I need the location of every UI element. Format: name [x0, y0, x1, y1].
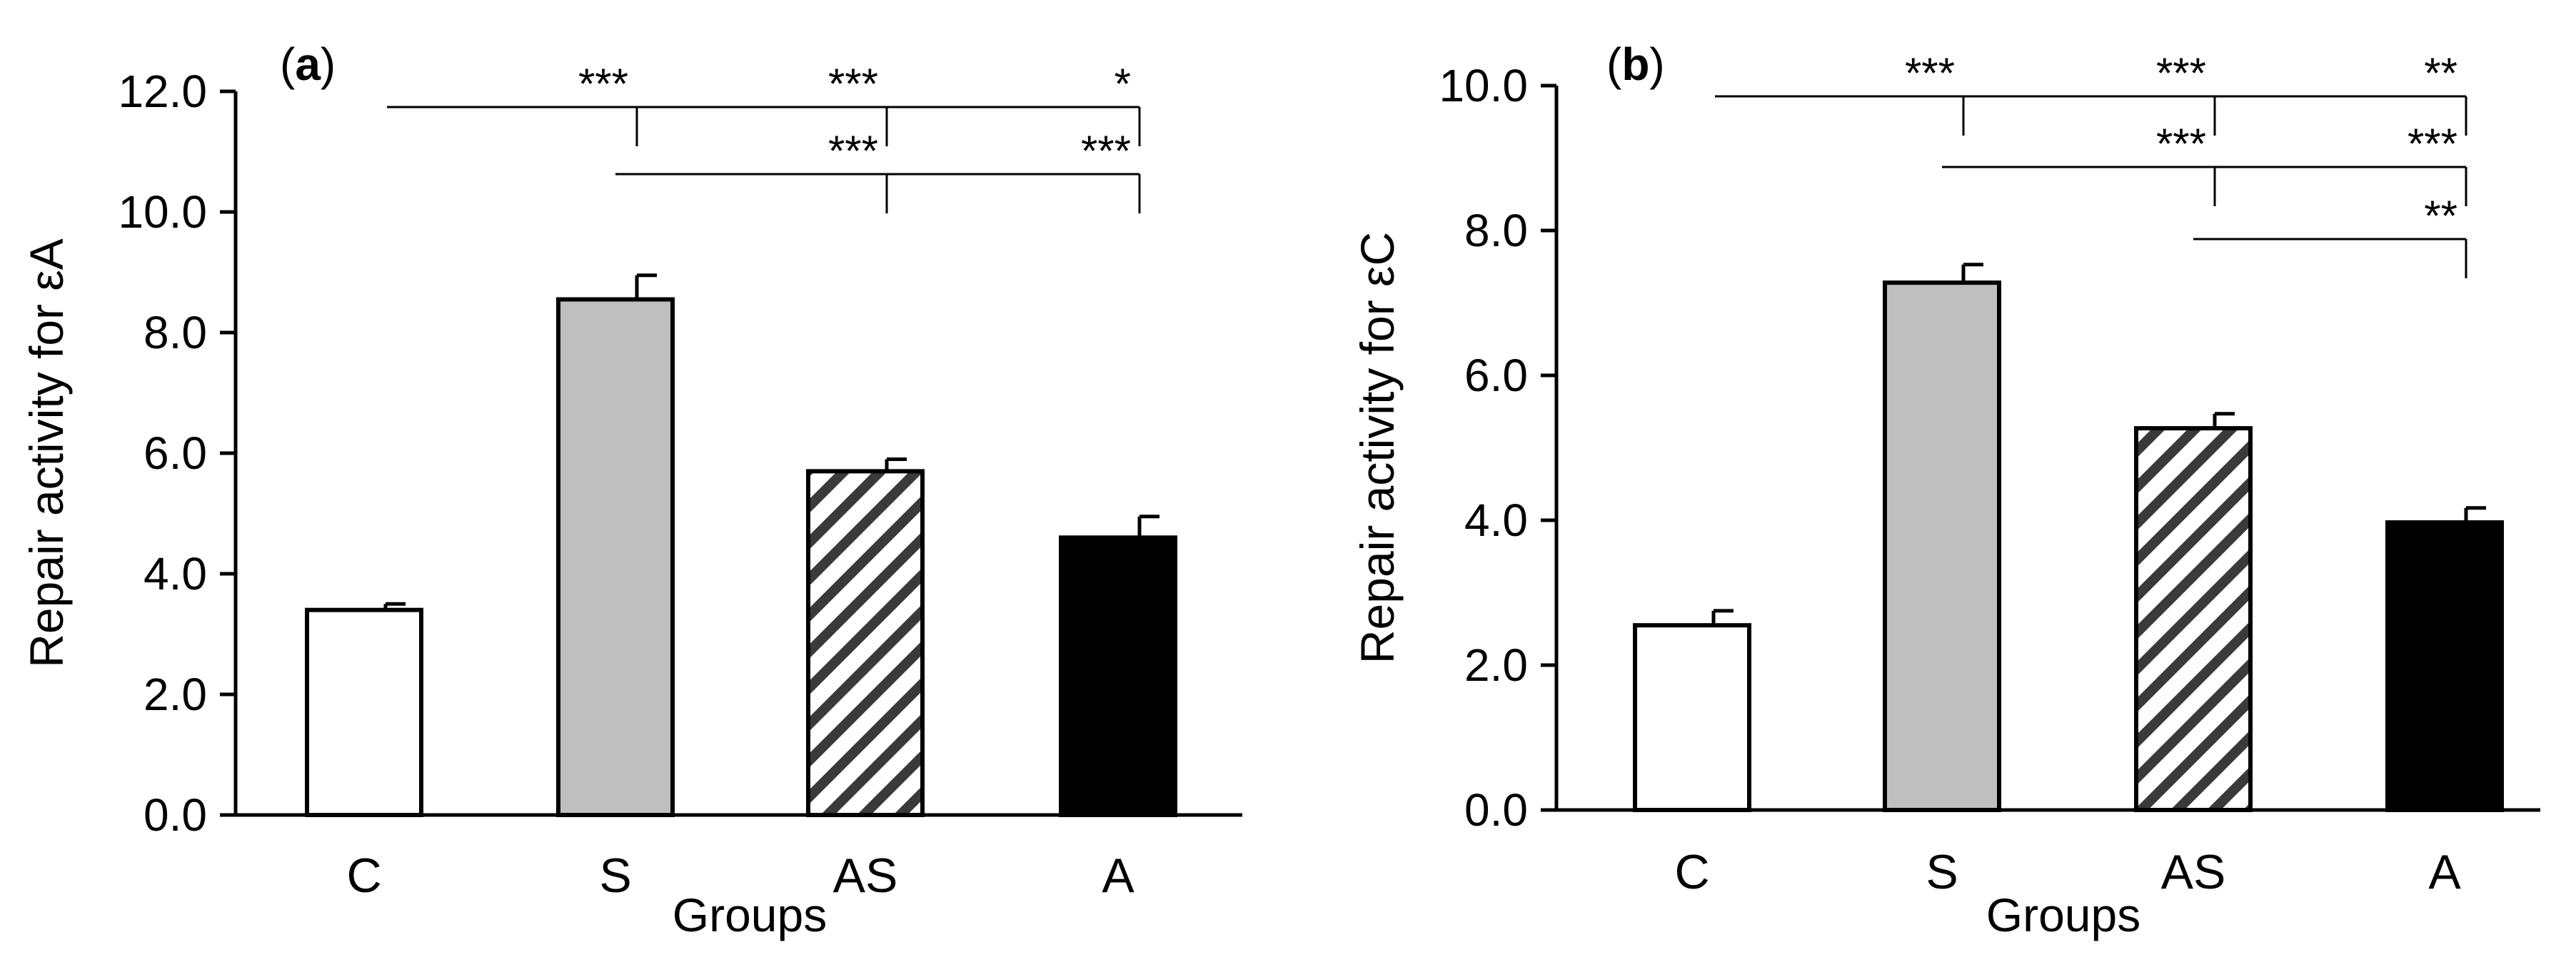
panel-a-bar-A	[1059, 535, 1177, 817]
panel-b-sig-label: **	[2424, 192, 2457, 240]
panel-a-category-label: C	[346, 849, 381, 903]
panel-b-category-label: AS	[2161, 845, 2226, 899]
panel-a-y-tick-label: 12.0	[118, 66, 207, 117]
panel-b-sig-label: ***	[2156, 120, 2206, 168]
panel-b-bar-AS	[2134, 426, 2253, 812]
panel-b-bar-A	[2385, 520, 2504, 812]
panel-a-y-tick-label: 4.0	[144, 548, 207, 599]
panel-a-label: (a)	[280, 39, 336, 90]
panel-a-bar-S	[556, 297, 675, 817]
panel-b-category-label: C	[1674, 845, 1709, 899]
panel-a-category-label: A	[1102, 849, 1134, 903]
panel-a-y-tick-label: 8.0	[144, 307, 207, 358]
panel-a-y-axis-title: Repair activity for εA	[20, 238, 73, 668]
panel-a-sig-label: ***	[578, 60, 628, 108]
panel-a-sig-label: ***	[1081, 127, 1131, 175]
panel-a-sig-label: *	[1115, 60, 1131, 108]
panel-b-sig-label: ***	[2408, 120, 2457, 168]
panel-b-y-tick-label: 10.0	[1439, 60, 1528, 111]
panel-a-category-label: AS	[833, 849, 898, 903]
panel-b-label: (b)	[1606, 39, 1665, 90]
panel-a-y-tick-label: 6.0	[144, 427, 207, 479]
panel-b-x-axis-title: Groups	[1986, 888, 2140, 941]
panel-b-y-tick-label: 4.0	[1464, 495, 1528, 546]
panel-a-y-tick-label: 10.0	[118, 186, 207, 238]
panel-b-bar-C	[1633, 623, 1751, 812]
panel-b-y-tick-label: 6.0	[1464, 350, 1528, 401]
panel-b-sig-label: **	[2424, 49, 2457, 97]
panel-a-category-label: S	[599, 849, 631, 903]
panel-b-y-tick-label: 2.0	[1464, 639, 1528, 691]
panel-a-sig-label: ***	[828, 127, 878, 175]
panel-b-sig-label: ***	[2156, 49, 2206, 97]
panel-b-bar-S	[1883, 280, 2001, 812]
panel-b-y-tick-label: 0.0	[1464, 784, 1528, 836]
panel-b-category-label: S	[1926, 845, 1958, 899]
panel-b-y-tick-label: 8.0	[1464, 205, 1528, 256]
panel-a-y-tick-label: 0.0	[144, 789, 207, 841]
panel-a-y-tick-label: 2.0	[144, 669, 207, 720]
panel-b-category-label: A	[2428, 845, 2461, 899]
panel-a-x-axis-title: Groups	[673, 888, 827, 941]
panel-b-sig-label: ***	[1905, 49, 1955, 97]
panel-b-y-axis-title: Repair activity for εC	[1351, 232, 1404, 664]
panel-a-sig-label: ***	[828, 60, 878, 108]
panel-a-bar-C	[305, 607, 423, 817]
panel-a-bar-AS	[806, 469, 925, 817]
